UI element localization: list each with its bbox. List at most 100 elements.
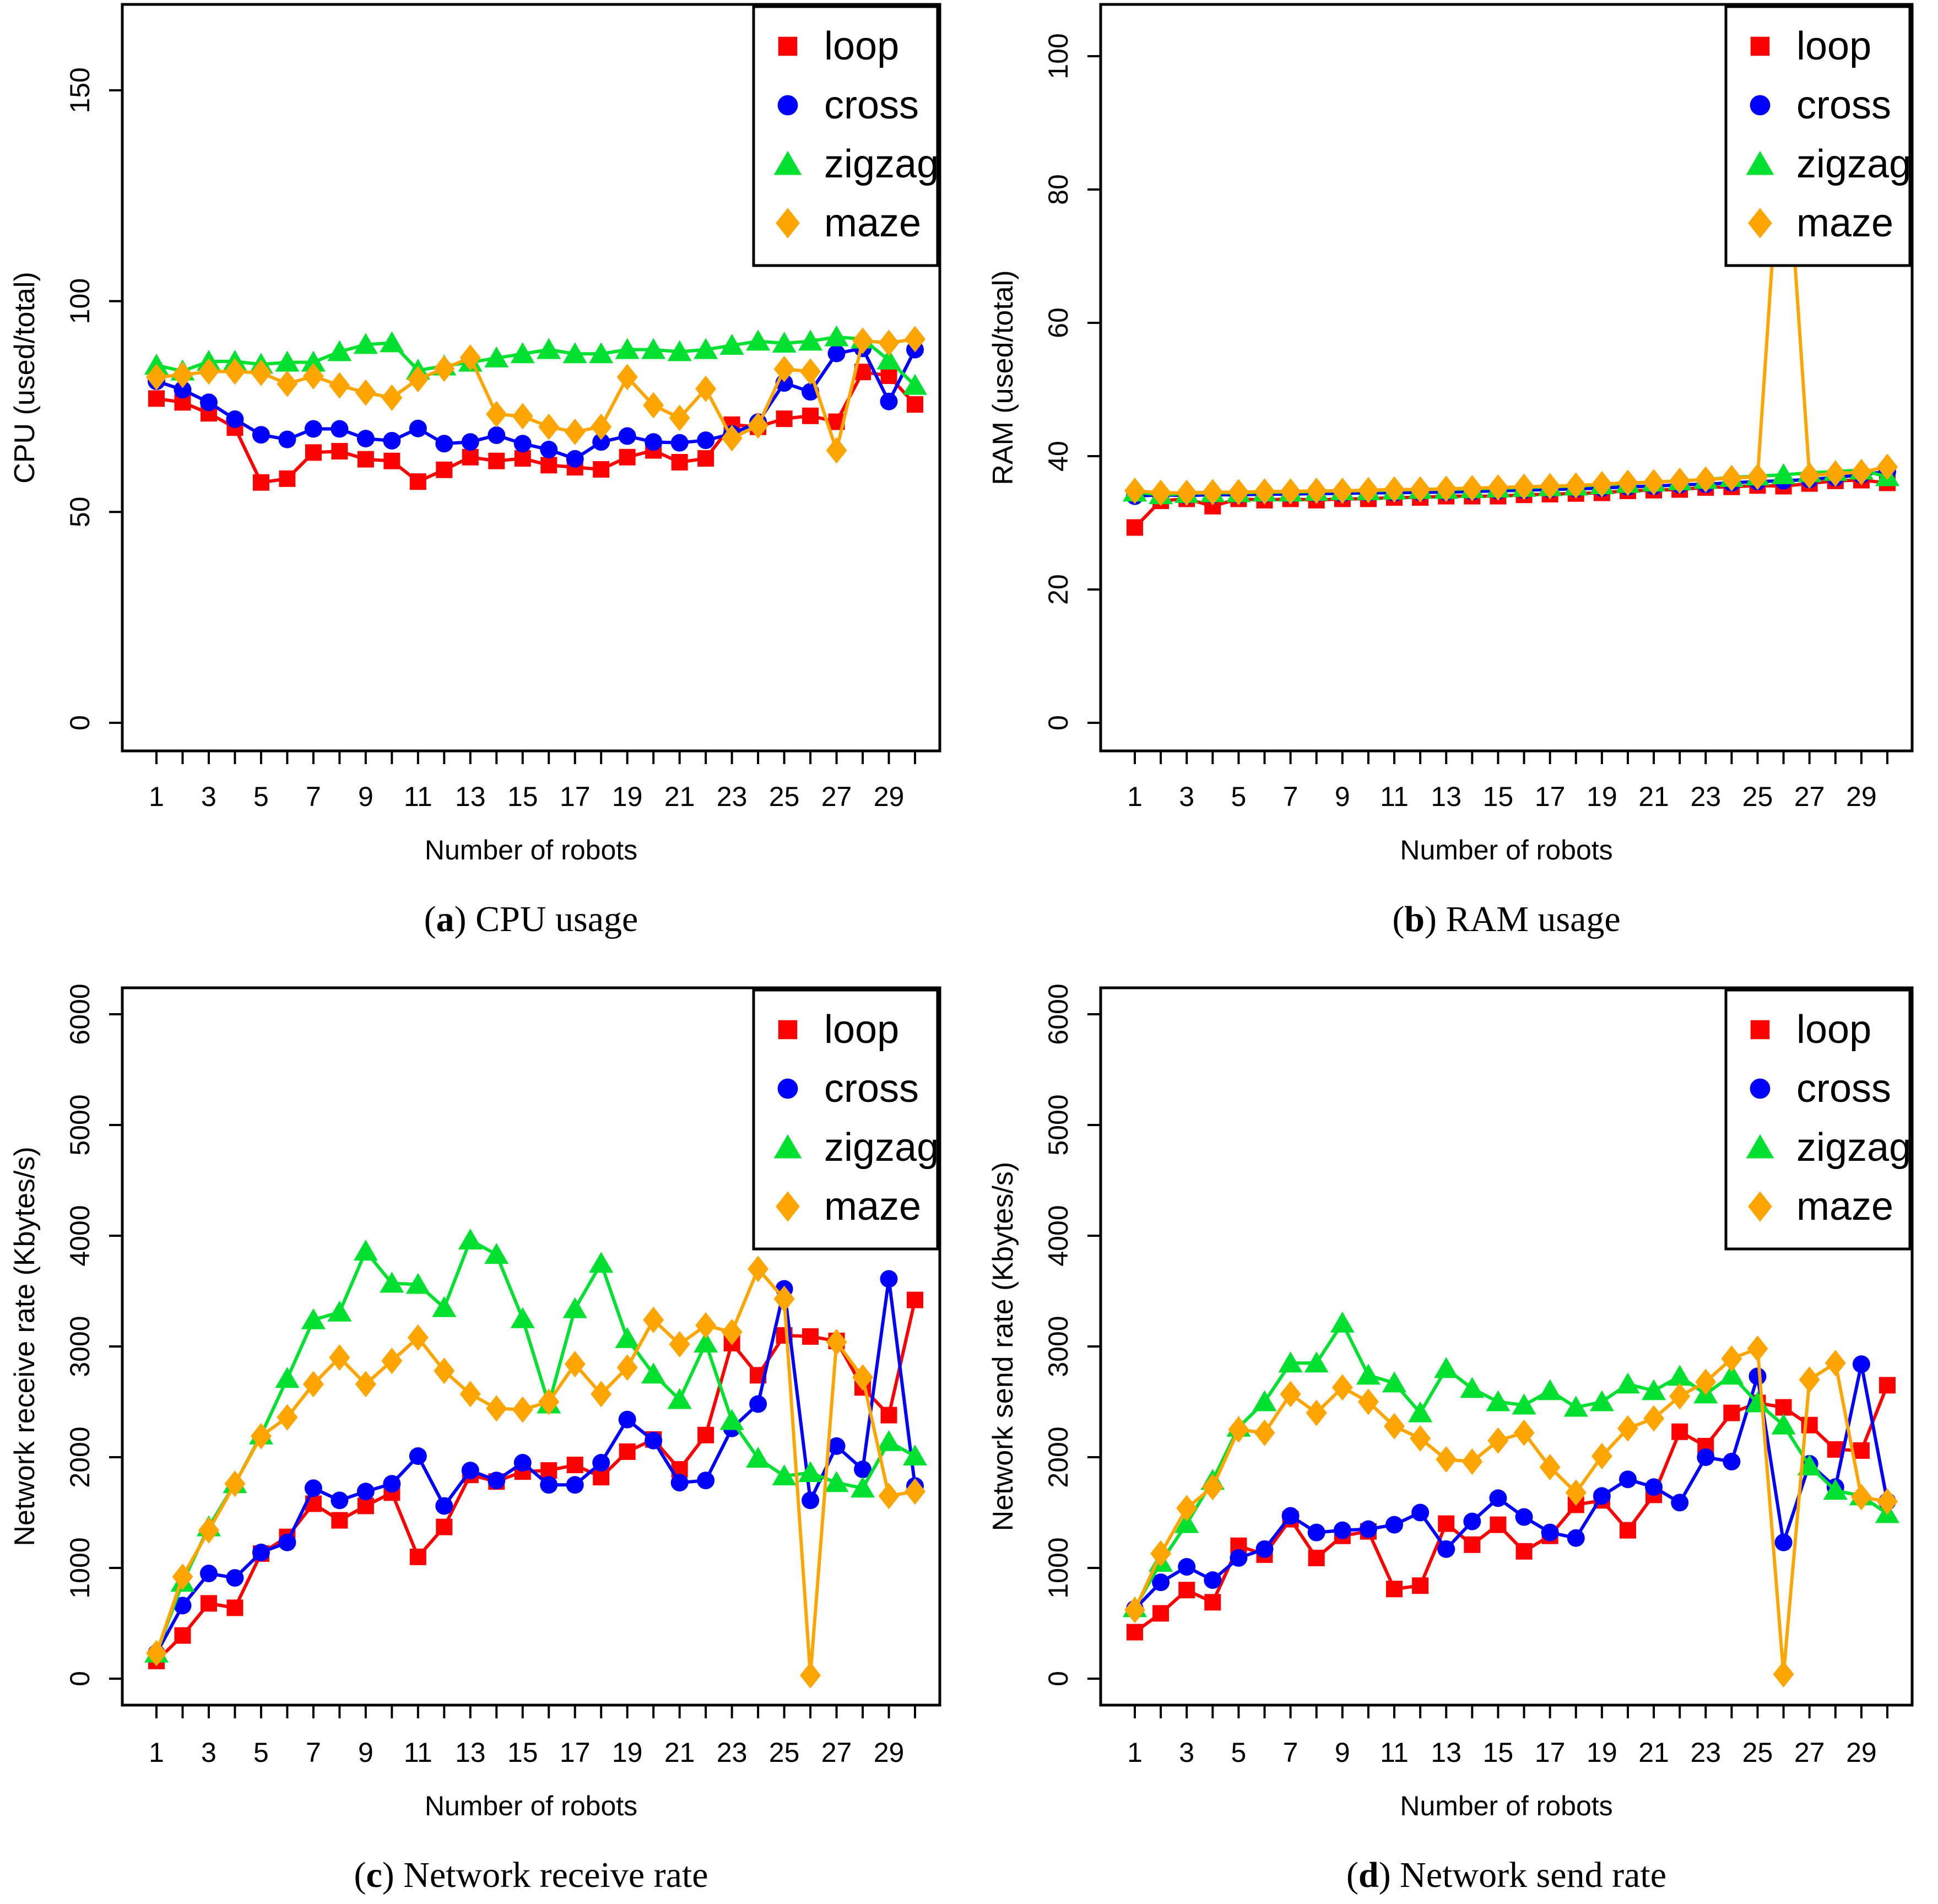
x-tick-label: 1 <box>149 781 164 812</box>
triangle-marker <box>432 1296 457 1317</box>
circle-marker <box>1333 1521 1351 1539</box>
circle-marker <box>1515 1508 1533 1526</box>
diamond-marker <box>616 364 638 391</box>
legend-label-zigzag: zigzag <box>824 1126 939 1170</box>
diamond-marker <box>1669 1383 1691 1410</box>
x-tick-label: 17 <box>560 1737 591 1768</box>
circle-marker <box>777 1078 798 1099</box>
triangle-marker <box>484 1243 509 1264</box>
triangle-marker <box>798 329 823 351</box>
legend-label-maze: maze <box>1796 1184 1893 1229</box>
square-marker <box>880 367 897 385</box>
x-tick-label: 29 <box>1846 781 1877 812</box>
triangle-marker <box>694 1331 718 1353</box>
triangle-marker <box>615 1327 640 1348</box>
diamond-marker <box>1617 1415 1638 1442</box>
diamond-marker <box>669 1330 690 1357</box>
triangle-marker <box>824 1471 849 1492</box>
diamond-marker <box>172 361 193 388</box>
diamond-marker <box>1565 472 1587 499</box>
circle-marker <box>278 1533 296 1551</box>
y-tick-label: 4000 <box>1043 1205 1074 1266</box>
x-tick-label: 3 <box>201 1737 216 1768</box>
x-tick-label: 21 <box>664 1737 695 1768</box>
y-tick-label: 20 <box>1043 574 1074 605</box>
circle-marker <box>670 434 689 452</box>
diamond-marker <box>1747 1335 1768 1362</box>
x-tick-label: 17 <box>560 781 591 812</box>
square-marker <box>409 1548 426 1565</box>
circle-marker <box>566 1476 584 1494</box>
y-tick-label: 2000 <box>64 1426 95 1488</box>
x-axis-title: Number of robots <box>1400 1791 1612 1821</box>
x-tick-label: 25 <box>1742 1737 1773 1768</box>
square-marker <box>331 443 348 460</box>
legend-label-zigzag: zigzag <box>1796 1126 1911 1170</box>
y-axis: 0 1000 2000 3000 4000 5000 6000 Network receive… <box>9 983 122 1686</box>
square-marker <box>383 452 400 469</box>
y-axis-title: RAM (used/total) <box>987 270 1019 485</box>
x-tick-label: 25 <box>769 781 800 812</box>
y-axis: 0 1000 2000 3000 4000 5000 6000 Network send ra… <box>987 983 1101 1686</box>
triangle-marker <box>301 350 326 372</box>
circle-marker <box>645 433 663 451</box>
diamond-marker <box>1124 477 1145 504</box>
square-marker <box>619 1443 636 1460</box>
triangle-marker <box>667 340 692 361</box>
diamond-marker <box>1850 1484 1872 1511</box>
diamond-marker <box>1748 1191 1772 1222</box>
caption-text: (a) CPU usage <box>424 899 638 939</box>
circle-marker <box>566 450 584 468</box>
legend-label-zigzag: zigzag <box>824 142 939 186</box>
x-tick-label: 11 <box>1380 781 1409 812</box>
x-tick-label: 11 <box>404 781 432 812</box>
square-marker <box>566 1457 583 1474</box>
circle-marker <box>1255 1540 1274 1558</box>
triangle-marker <box>1746 150 1774 175</box>
diamond-marker <box>250 1422 272 1449</box>
series-line <box>1133 1347 1888 1676</box>
diamond-marker <box>1176 1495 1198 1522</box>
diamond-marker <box>852 327 874 354</box>
triangle-marker <box>1719 1364 1744 1385</box>
circle-marker <box>540 441 558 459</box>
square-marker <box>697 450 714 467</box>
diamond-marker <box>1773 1660 1794 1687</box>
x-tick-label: 15 <box>1483 1737 1514 1768</box>
x-tick-label: 9 <box>358 781 373 812</box>
square-marker <box>1671 1423 1688 1440</box>
diamond-marker <box>1513 473 1535 500</box>
diamond-marker <box>459 344 481 371</box>
diamond-marker <box>748 412 769 439</box>
circle-marker <box>383 1475 401 1493</box>
diamond-marker <box>695 375 717 402</box>
diamond-marker <box>1695 1368 1717 1395</box>
legend: loop cross zigzag maze <box>752 988 939 1251</box>
circle-marker <box>1852 1355 1870 1373</box>
x-tick-label: 3 <box>1179 1737 1194 1768</box>
triangle-marker <box>458 1229 483 1250</box>
diamond-marker <box>355 1371 376 1398</box>
square-marker <box>1775 1399 1792 1416</box>
x-tick-label: 17 <box>1535 1737 1566 1768</box>
circle-marker <box>278 430 296 448</box>
y-axis-title: Network send rate (Kbytes/s) <box>987 1162 1019 1531</box>
diamond-marker <box>800 1662 821 1689</box>
y-tick-label: 0 <box>64 715 95 731</box>
diamond-marker <box>748 1256 769 1283</box>
legend-label-maze: maze <box>824 1184 921 1229</box>
x-tick-label: 5 <box>253 1737 269 1768</box>
panel-network-send-rate: 1 3 5 7 9 11 13 15 17 19 21 23 25 27 29 Number of robot… <box>969 975 1938 1904</box>
diamond-marker <box>773 355 795 382</box>
diamond-marker <box>1331 1374 1353 1401</box>
caption-d: (d) Network send rate <box>1346 1855 1666 1895</box>
diamond-marker <box>355 379 376 406</box>
diamond-marker <box>1748 208 1772 239</box>
triangle-marker <box>327 340 352 361</box>
circle-marker <box>1307 1523 1325 1541</box>
triangle-marker <box>903 1444 927 1465</box>
diamond-marker <box>1850 459 1872 486</box>
diamond-marker <box>1877 453 1898 480</box>
